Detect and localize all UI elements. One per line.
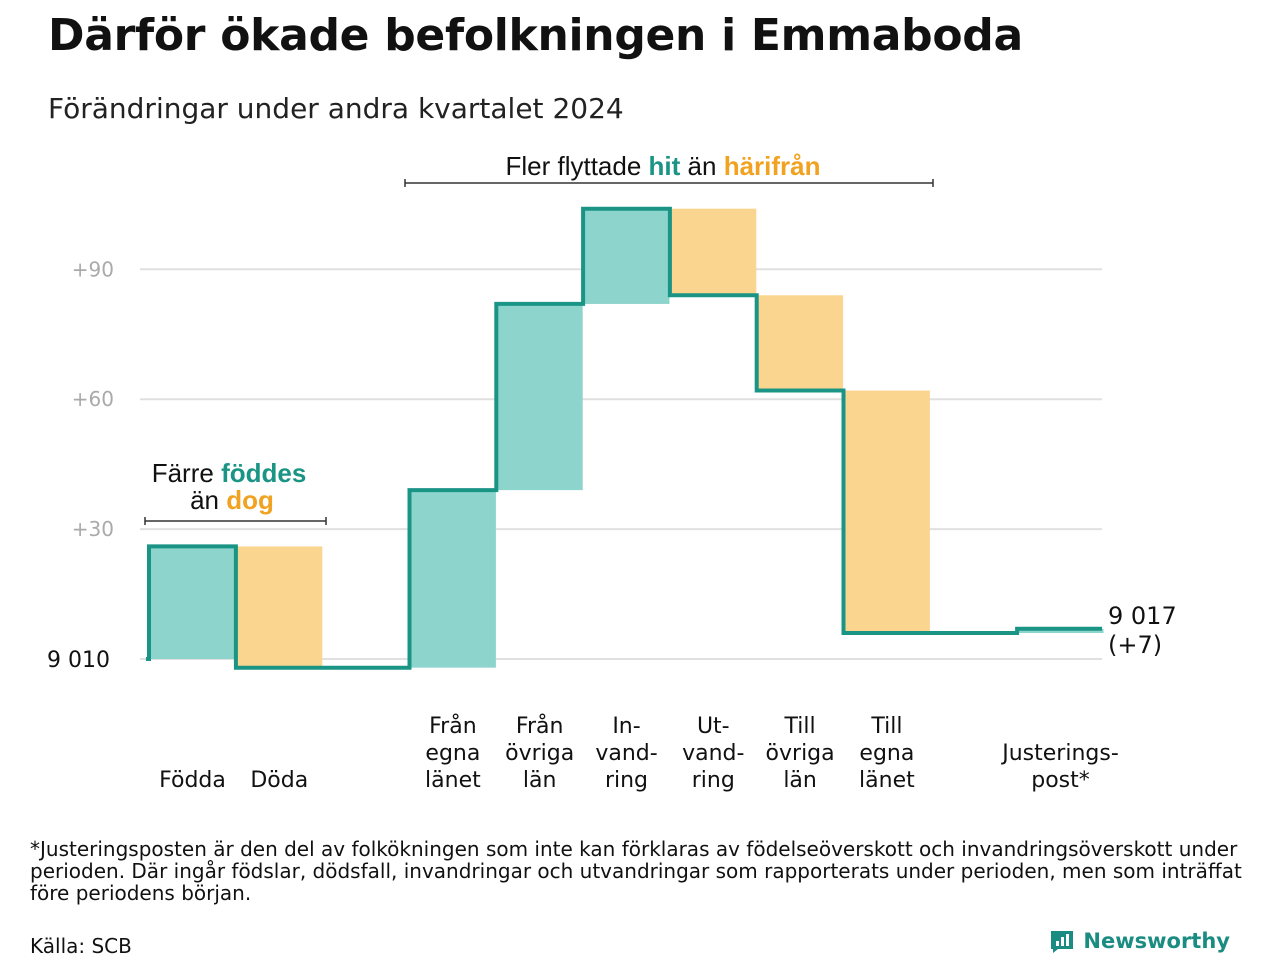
page-subtitle: Förändringar under andra kvartalet 2024	[48, 92, 624, 125]
category-label: länet	[859, 768, 915, 793]
category-label: övriga	[766, 741, 835, 766]
svg-text:Färre föddes: Färre föddes	[152, 458, 307, 488]
waterfall-bar-decrease	[236, 546, 323, 668]
svg-text:än dog: än dog	[190, 485, 274, 515]
category-label: Från	[516, 713, 564, 739]
bars-layer	[149, 208, 1104, 668]
category-label: post*	[1031, 768, 1090, 793]
births-annot-line1: Färre	[152, 458, 214, 488]
migration-annotation: Fler flyttade hit än härifrån	[404, 151, 934, 187]
footnote: *Justeringsposten är den del av folkökni…	[30, 837, 1242, 905]
cumulative-step-line	[146, 206, 1102, 670]
newsworthy-logo-icon	[1051, 931, 1074, 953]
category-label: Till	[870, 714, 902, 739]
category-label: län	[783, 768, 817, 793]
category-label: In-	[612, 714, 640, 739]
waterfall-bar-increase	[149, 546, 236, 659]
births-annot-line1-strong: föddes	[221, 458, 306, 488]
category-label: Döda	[250, 768, 308, 793]
y-tick-label: +60	[72, 387, 114, 411]
category-label: övriga	[505, 741, 574, 766]
category-label: egna	[425, 741, 480, 766]
waterfall-bar-decrease	[757, 295, 844, 391]
category-label: ring	[605, 768, 648, 793]
step-line-layer	[146, 206, 1102, 670]
migration-annot-part1: Fler flyttade	[505, 151, 641, 181]
brand-name: Newsworthy	[1083, 929, 1230, 953]
waterfall-bar-increase	[409, 490, 496, 668]
category-label: Justerings-	[1000, 741, 1119, 766]
waterfall-bar-decrease	[670, 208, 757, 296]
births-annotation: Färre föddes än dog	[144, 458, 327, 525]
migration-annot-part2: än	[688, 151, 717, 181]
source-note: Källa: SCB	[30, 934, 132, 958]
migration-annot-harifran: härifrån	[724, 151, 821, 181]
brand-logo: Newsworthy	[1049, 928, 1230, 954]
births-annot-line2-strong: dog	[226, 485, 274, 515]
waterfall-bar-increase	[496, 303, 583, 491]
end-change-label: (+7)	[1108, 631, 1162, 659]
y-tick-label: +30	[72, 517, 114, 541]
category-label: Ut-	[697, 714, 730, 739]
migration-annot-hit: hit	[649, 151, 681, 181]
category-label: vand-	[595, 741, 657, 766]
births-annot-line2: än	[190, 485, 219, 515]
waterfall-bar-decrease	[843, 390, 930, 634]
category-label: län	[523, 768, 557, 793]
category-label: vand-	[682, 741, 744, 766]
svg-text:Fler flyttade hit: Fler flyttade hit än härifrån	[505, 151, 820, 181]
category-label: egna	[859, 741, 914, 766]
category-label: ring	[692, 768, 735, 793]
category-label: Från	[429, 713, 477, 739]
end-value-label: 9 017	[1108, 602, 1177, 630]
category-label: länet	[425, 768, 481, 793]
base-value-label: 9 010	[47, 648, 110, 673]
page-title: Därför ökade befolkningen i Emmaboda	[48, 10, 1023, 61]
category-label: Födda	[159, 768, 226, 793]
waterfall-bar-increase	[1017, 628, 1104, 634]
category-label: Till	[784, 714, 816, 739]
y-tick-label: +90	[72, 257, 114, 281]
waterfall-bar-increase	[583, 208, 670, 304]
